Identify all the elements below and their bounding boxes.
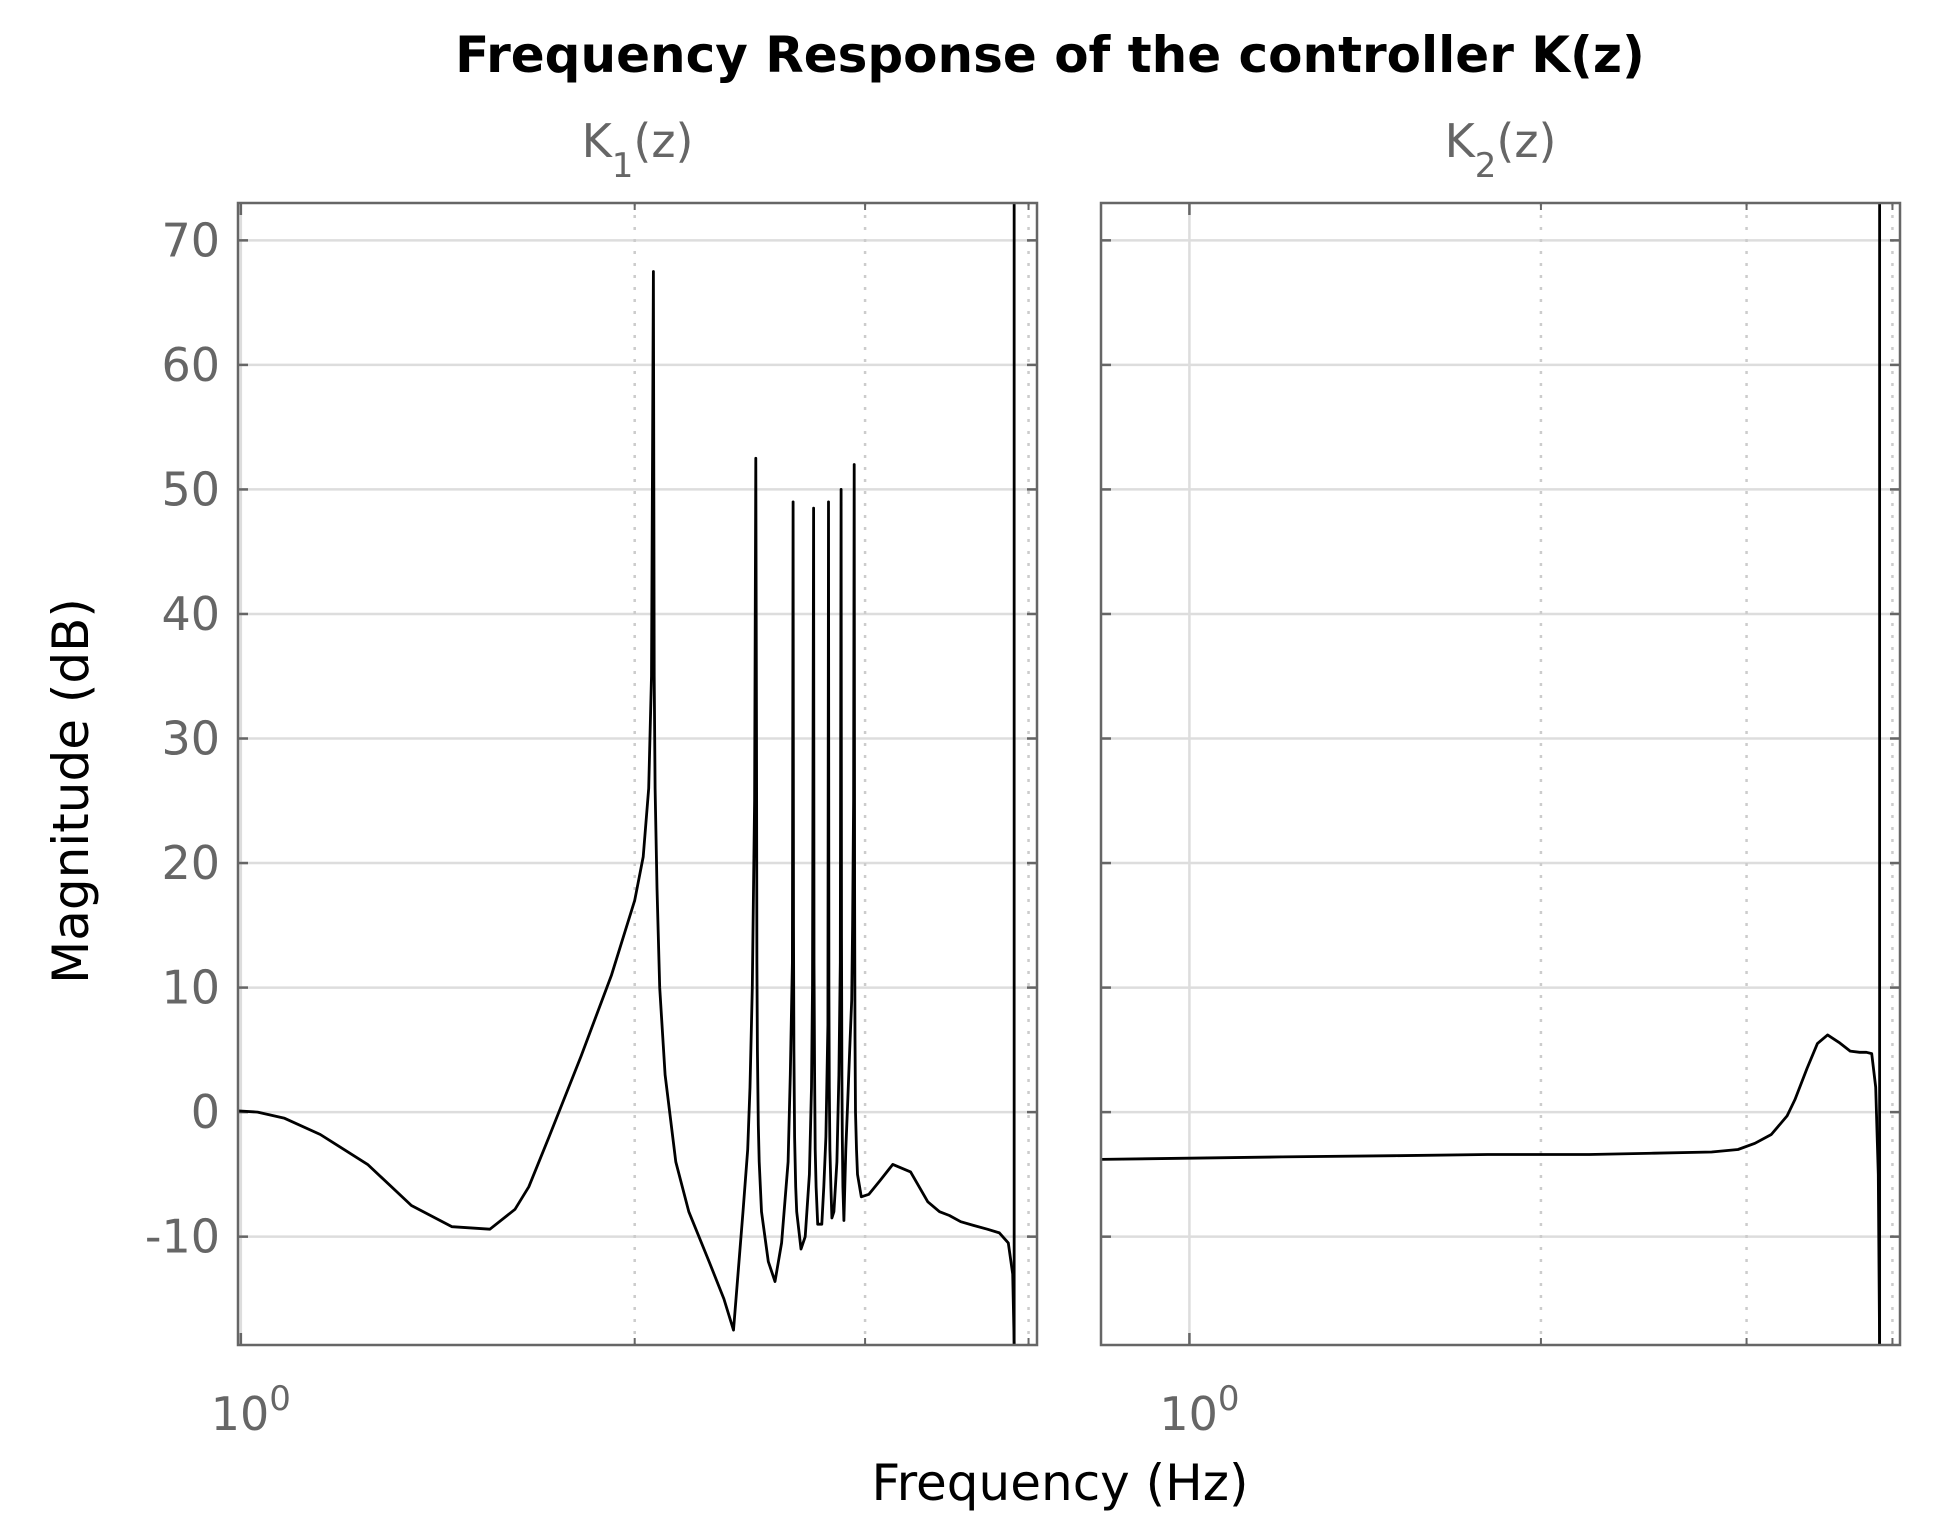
x-tick-label-base: 10: [211, 1387, 270, 1441]
x-tick-label: 100: [1159, 1379, 1239, 1441]
series-line: [238, 270, 1016, 1345]
subplot-title: K2(z): [1445, 114, 1557, 186]
subplot-title-subscript: 1: [612, 146, 634, 186]
subplot-title-main: K: [1445, 114, 1477, 168]
subplot-title-tail: (z): [633, 114, 693, 168]
subplot-title: K1(z): [582, 114, 694, 186]
x-tick-label-exponent: 0: [269, 1379, 291, 1419]
x-tick-label: 100: [211, 1379, 291, 1441]
axes-frame: [1099, 201, 1902, 1347]
x-axis-label: Frequency (Hz): [871, 1454, 1248, 1512]
y-tick-label: 60: [161, 338, 220, 392]
y-tick-label: 10: [161, 961, 220, 1015]
y-axis-label: Magnitude (dB): [42, 598, 100, 984]
y-tick-label: 40: [161, 587, 220, 641]
subplot-title-tail: (z): [1496, 114, 1556, 168]
subplot-title-subscript: 2: [1475, 146, 1497, 186]
subplot-title-main: K: [582, 114, 614, 168]
x-tick-label-exponent: 0: [1218, 1379, 1240, 1419]
y-tick-label: 0: [191, 1085, 220, 1139]
y-tick-label: 30: [161, 712, 220, 766]
chart-title: Frequency Response of the controller K(z…: [455, 26, 1645, 84]
y-tick-label: 70: [161, 213, 220, 267]
y-tick-label: -10: [145, 1210, 220, 1264]
y-tick-label: 20: [161, 836, 220, 890]
y-tick-label: 50: [161, 462, 220, 516]
series-line: [1101, 1033, 1881, 1345]
panel-2: 100 K2(z): [1099, 114, 1902, 1441]
x-tick-label-base: 10: [1159, 1387, 1218, 1441]
axes-frame: [236, 201, 1039, 1347]
